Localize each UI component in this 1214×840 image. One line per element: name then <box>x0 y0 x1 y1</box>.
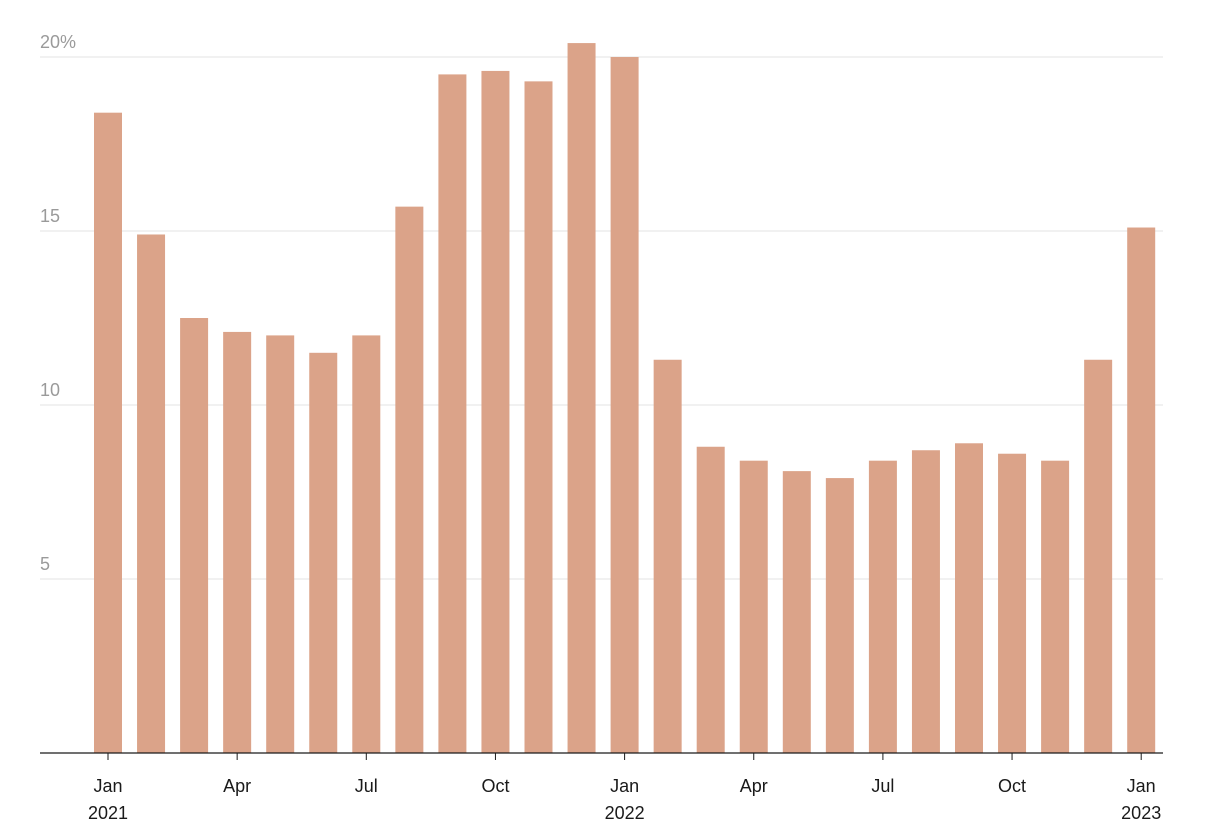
x-tick-label: Jan <box>610 776 639 796</box>
bar-2021-01 <box>94 112 122 754</box>
y-tick-label: 10 <box>40 380 60 400</box>
x-tick-label: Jul <box>355 776 378 796</box>
bar-2022-06 <box>825 478 854 753</box>
x-axis-ticks: Jan 2021 Apr Jul Oct Jan 2022 Apr Jul Oct Jan 2023 <box>88 753 1161 823</box>
bar-2021-05 <box>266 335 295 753</box>
y-tick-label: 20% <box>40 32 76 52</box>
bar-2021-06 <box>309 352 338 753</box>
y-tick-label: 15 <box>40 206 60 226</box>
bars <box>94 43 1156 754</box>
bar-2022-10 <box>998 453 1027 753</box>
bar-2021-09 <box>438 74 467 753</box>
x-tick-year-label: 2023 <box>1121 803 1161 823</box>
bar-2022-07 <box>868 460 897 753</box>
x-tick-label: Jan <box>1127 776 1156 796</box>
x-tick-year-label: 2021 <box>88 803 128 823</box>
bar-2022-05 <box>782 471 811 753</box>
y-tick-label: 5 <box>40 554 50 574</box>
bar-2022-12 <box>1084 359 1113 753</box>
bar-2021-02 <box>137 234 166 754</box>
bar-2022-08 <box>911 450 940 753</box>
bar-2022-09 <box>955 443 983 753</box>
bar-2021-12 <box>567 43 596 753</box>
bar-2022-02 <box>653 359 682 753</box>
x-tick-label: Apr <box>740 776 768 796</box>
bar-2022-11 <box>1041 460 1070 753</box>
bar-2022-04 <box>739 460 768 753</box>
x-tick-label: Apr <box>223 776 251 796</box>
x-tick-label: Oct <box>998 776 1026 796</box>
x-tick-label: Jul <box>871 776 894 796</box>
bar-2021-07 <box>352 335 381 753</box>
x-tick-label: Jan <box>93 776 122 796</box>
bar-2021-04 <box>223 331 252 753</box>
y-axis-ticks: 5 10 15 20% <box>40 32 76 574</box>
bar-2021-08 <box>395 206 424 753</box>
bar-2023-01 <box>1127 227 1156 753</box>
x-tick-year-label: 2022 <box>605 803 645 823</box>
bar-2021-10 <box>481 70 510 754</box>
x-tick-label: Oct <box>481 776 509 796</box>
gridlines <box>40 56 1163 580</box>
bar-2022-01 <box>610 57 639 753</box>
bar-2021-03 <box>180 318 209 753</box>
bar-2022-03 <box>696 446 725 753</box>
bar-2021-11 <box>524 81 553 754</box>
